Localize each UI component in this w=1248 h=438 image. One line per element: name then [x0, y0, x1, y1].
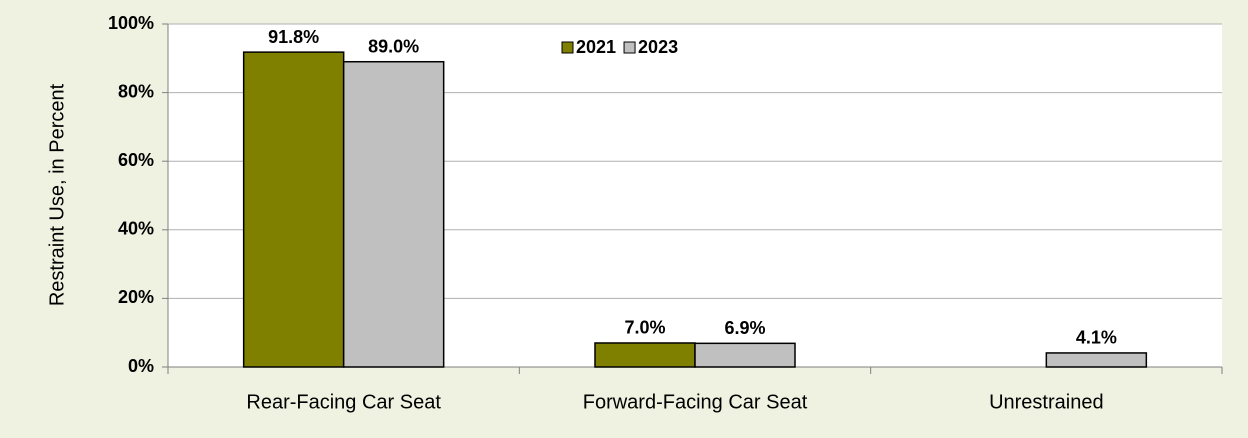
y-axis-label: Restraint Use, in Percent: [46, 83, 68, 306]
x-tick-label: Rear-Facing Car Seat: [246, 391, 441, 413]
data-label: 4.1%: [1076, 328, 1117, 348]
bar: [342, 60, 445, 368]
bar: [594, 342, 696, 368]
x-tick-label: Unrestrained: [989, 391, 1104, 413]
y-tick-label: 60%: [118, 150, 154, 170]
legend-label: 2021: [576, 37, 616, 57]
y-tick-label: 20%: [118, 287, 154, 307]
legend-label: 2023: [638, 37, 678, 57]
y-tick-label: 40%: [118, 219, 154, 239]
bar: [242, 51, 345, 368]
data-label: 89.0%: [368, 36, 419, 56]
legend-swatch: [561, 41, 574, 54]
x-tick-label: Forward-Facing Car Seat: [583, 391, 808, 413]
data-label: 91.8%: [268, 27, 319, 47]
data-label: 7.0%: [624, 318, 665, 338]
legend-swatch: [623, 41, 636, 54]
bar: [1045, 352, 1148, 368]
y-tick-label: 80%: [118, 81, 154, 101]
y-tick-label: 100%: [108, 13, 154, 33]
data-label: 6.9%: [724, 318, 765, 338]
y-tick-label: 0%: [128, 356, 154, 376]
bar: [694, 342, 796, 368]
